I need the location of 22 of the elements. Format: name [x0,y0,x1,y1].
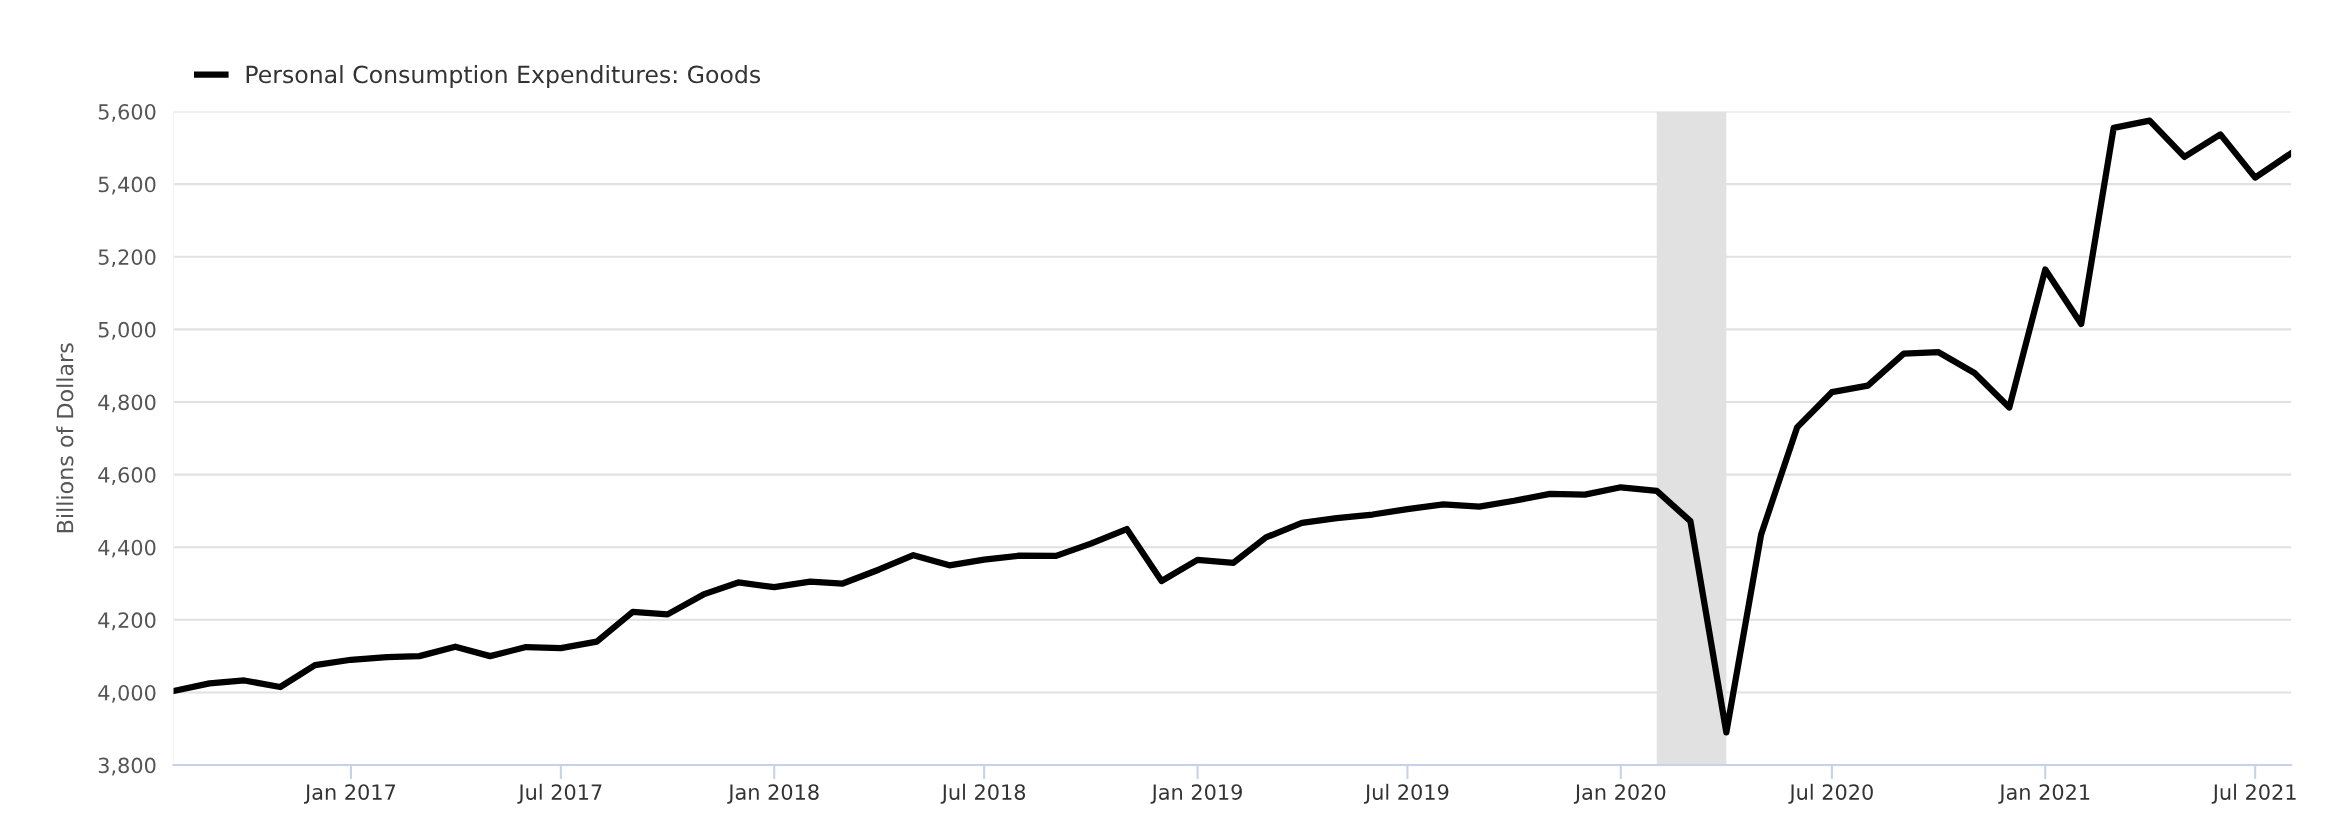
y-tick-label: 4,400 [98,539,156,558]
y-tick-label: 4,200 [98,612,156,631]
x-tick-label: Jan 2018 [727,784,819,804]
x-tick-label: Jan 2020 [1573,784,1666,804]
y-tick-label: 5,200 [98,249,156,268]
y-tick-label: 4,600 [98,467,156,485]
x-tick-label: Jul 2020 [1788,783,1873,804]
y-tick-label: 3,800 [98,757,156,776]
x-tick-label: Jan 2017 [304,784,396,804]
x-tick-label: Jul 2018 [940,783,1026,804]
legend-label: Personal Consumption Expenditures: Goods [246,65,761,88]
y-tick-label: 4,000 [98,684,156,703]
x-tick-label: Jan 2021 [1998,784,2090,804]
y-tick-label: 5,000 [98,321,156,340]
y-tick-label: 5,600 [98,103,156,122]
y-axis-title: Billions of Dollars [56,343,74,533]
x-tick-label: Jul 2017 [517,783,602,804]
x-tick-label: Jan 2019 [1150,784,1242,804]
x-tick-label: Jul 2021 [2211,783,2296,804]
y-tick-label: 5,400 [98,176,156,195]
y-tick-label: 4,800 [98,394,156,413]
x-tick-label: Jul 2019 [1363,783,1449,804]
